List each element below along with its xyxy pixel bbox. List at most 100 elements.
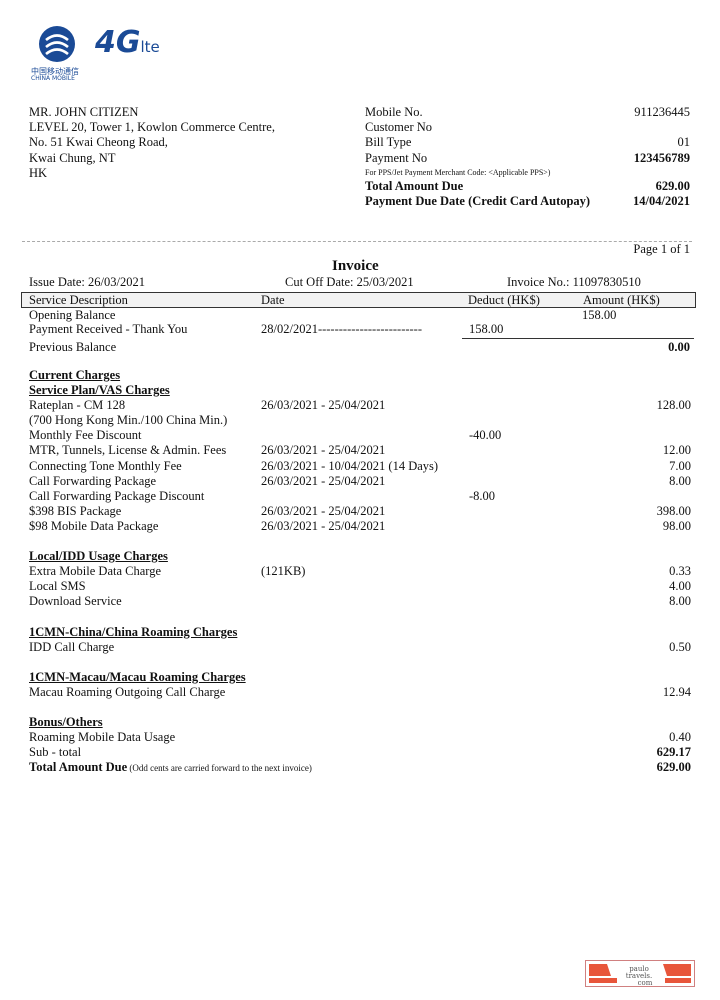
account-summary: Mobile No. 911236445 Customer No Bill Typ… xyxy=(365,105,690,209)
issue-date: Issue Date: 26/03/2021 xyxy=(29,275,145,289)
section-title: Local/IDD Usage Charges xyxy=(29,549,168,564)
spacer xyxy=(29,700,691,715)
item-deduct: -40.00 xyxy=(469,428,502,443)
col-deduct: Deduct (HK$) xyxy=(468,293,540,307)
item-date: (121KB) xyxy=(261,564,306,579)
item-date: 26/03/2021 - 10/04/2021 (14 Days) xyxy=(261,458,439,473)
due-date-label: Payment Due Date (Credit Card Autopay) xyxy=(365,193,591,208)
svg-text:paulo: paulo xyxy=(629,965,649,973)
section-heading: Local/IDD Usage Charges xyxy=(29,549,691,564)
payment-received-label: Payment Received - Thank You xyxy=(29,322,188,336)
item-description: MTR, Tunnels, License & Admin. Fees xyxy=(29,443,227,458)
pps-note: For PPS/Jet Payment Merchant Code: <Appl… xyxy=(365,167,551,177)
item-description: Monthly Fee Discount xyxy=(29,428,142,443)
opening-balance-label: Opening Balance xyxy=(29,308,116,322)
item-description: Total Amount Due (Odd cents are carried … xyxy=(29,760,312,775)
col-date: Date xyxy=(261,293,285,307)
section-title: Current Charges xyxy=(29,368,121,382)
line-item: Total Amount Due (Odd cents are carried … xyxy=(29,760,691,775)
item-amount: 12.00 xyxy=(662,443,691,458)
previous-balance-amount: 0.00 xyxy=(668,340,690,354)
line-item: $398 BIS Package 26/03/2021 - 25/04/2021 3… xyxy=(29,504,691,519)
item-description: Call Forwarding Package xyxy=(29,473,157,488)
section-heading: Current Charges xyxy=(29,368,691,383)
spacer xyxy=(29,610,691,625)
customer-address: MR. JOHN CITIZEN LEVEL 20, Tower 1, Kowl… xyxy=(29,105,275,181)
cutoff-date: Cut Off Date: 25/03/2021 xyxy=(285,275,414,289)
item-description: $98 Mobile Data Package xyxy=(29,518,159,533)
subtotal-rule xyxy=(462,338,694,339)
svg-text:com: com xyxy=(638,979,653,987)
section-heading: Service Plan/VAS Charges xyxy=(29,383,691,398)
address-line: No. 51 Kwai Cheong Road, xyxy=(29,135,168,150)
lte-text: lte xyxy=(140,38,160,56)
item-description: Connecting Tone Monthly Fee xyxy=(29,458,182,473)
payment-received-date: 28/02/2021------------------------- xyxy=(261,322,423,336)
item-amount: 128.00 xyxy=(656,398,691,413)
line-item: (700 Hong Kong Min./100 China Min.) xyxy=(29,413,691,428)
section-title: Service Plan/VAS Charges xyxy=(29,383,170,398)
item-description: Rateplan - CM 128 xyxy=(29,398,126,413)
line-item: Local SMS 4.00 xyxy=(29,579,691,594)
item-amount: 629.00 xyxy=(656,760,691,775)
item-deduct: -8.00 xyxy=(469,488,496,503)
item-description: Call Forwarding Package Discount xyxy=(29,488,205,503)
address-line: MR. JOHN CITIZEN xyxy=(29,105,139,119)
line-item: Roaming Mobile Data Usage 0.40 xyxy=(29,730,691,745)
item-description: IDD Call Charge xyxy=(29,639,115,654)
mobile-label: Mobile No. xyxy=(365,105,423,119)
charges-list: Current Charges Service Plan/VAS Charges R… xyxy=(29,368,691,776)
spacer xyxy=(29,534,691,549)
item-description: Local SMS xyxy=(29,579,86,594)
item-amount: 98.00 xyxy=(662,518,691,533)
item-description: Download Service xyxy=(29,594,122,609)
line-item: Download Service 8.00 xyxy=(29,594,691,609)
table-header: Service Description Date Deduct (HK$) Am… xyxy=(21,292,696,308)
bill-type-label: Bill Type xyxy=(365,135,412,150)
opening-balance-amount: 158.00 xyxy=(582,308,617,322)
item-amount: 0.50 xyxy=(669,639,691,654)
bill-type-value: 01 xyxy=(677,135,691,150)
line-item: MTR, Tunnels, License & Admin. Fees 26/03… xyxy=(29,443,691,458)
item-amount: 0.33 xyxy=(669,564,691,579)
address-line: LEVEL 20, Tower 1, Kowlon Commerce Centr… xyxy=(29,120,275,135)
item-amount: 8.00 xyxy=(669,594,691,609)
line-item: Call Forwarding Package Discount -8.00 xyxy=(29,489,691,504)
line-item: Monthly Fee Discount -40.00 xyxy=(29,428,691,443)
line-item: Connecting Tone Monthly Fee 26/03/2021 - … xyxy=(29,459,691,474)
item-amount: 8.00 xyxy=(669,473,691,488)
page-number: Page 1 of 1 xyxy=(633,242,690,256)
item-description: Macau Roaming Outgoing Call Charge xyxy=(29,684,226,699)
item-amount: 629.17 xyxy=(656,745,691,760)
line-item: $98 Mobile Data Package 26/03/2021 - 25/0… xyxy=(29,519,691,534)
tear-line-divider xyxy=(22,241,692,242)
carry-forward-note: (Odd cents are carried forward to the ne… xyxy=(127,763,312,774)
item-description: Roaming Mobile Data Usage xyxy=(29,730,176,745)
total-due-label: Total Amount Due xyxy=(365,178,464,193)
section-title: 1CMN-China/China Roaming Charges xyxy=(29,624,238,639)
item-amount: 0.40 xyxy=(669,730,691,745)
line-item: Sub - total 629.17 xyxy=(29,745,691,760)
section-title: Bonus/Others xyxy=(29,715,103,730)
svg-text:travels.: travels. xyxy=(626,972,653,980)
paulotravels-watermark-logo: paulo travels. com xyxy=(585,960,695,987)
item-amount: 7.00 xyxy=(669,458,691,473)
section-heading: Bonus/Others xyxy=(29,715,691,730)
line-item: IDD Call Charge 0.50 xyxy=(29,640,691,655)
line-item: Rateplan - CM 128 26/03/2021 - 25/04/2021… xyxy=(29,398,691,413)
item-date: 26/03/2021 - 25/04/2021 xyxy=(261,503,386,518)
item-description: Extra Mobile Data Charge xyxy=(29,564,162,579)
section-title: 1CMN-Macau/Macau Roaming Charges xyxy=(29,669,246,684)
logo-cn-text: 中国移动通信 xyxy=(31,67,79,76)
item-amount: 12.94 xyxy=(662,684,691,699)
item-date: 26/03/2021 - 25/04/2021 xyxy=(261,518,386,533)
address-line: HK xyxy=(29,165,48,180)
item-description: $398 BIS Package xyxy=(29,503,122,518)
item-description: (700 Hong Kong Min./100 China Min.) xyxy=(29,413,228,428)
4g-badge: 4Glte xyxy=(95,25,160,60)
item-amount: 4.00 xyxy=(669,579,691,594)
col-service-description: Service Description xyxy=(29,293,128,307)
china-mobile-logo-icon xyxy=(39,26,75,62)
address-line: Kwai Chung, NT xyxy=(29,150,116,165)
